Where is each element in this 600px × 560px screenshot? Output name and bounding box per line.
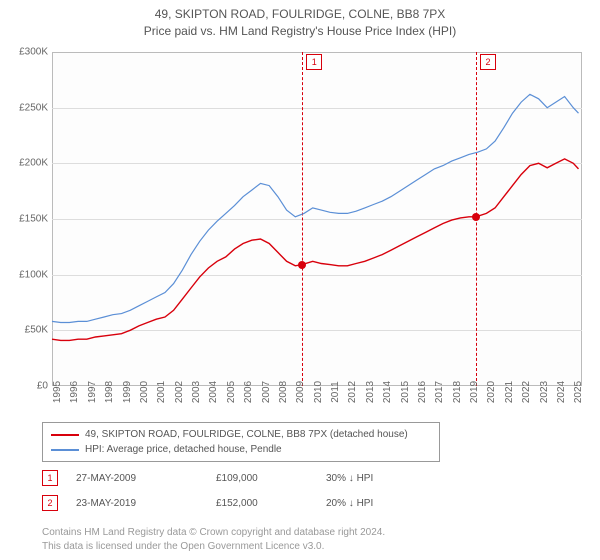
xtick-label: 1998 [104,381,115,403]
xtick-label: 1996 [69,381,80,403]
xtick-label: 1995 [52,381,63,403]
ytick-label: £100K [0,269,48,280]
sale-delta-2: 20% ↓ HPI [326,498,373,509]
series-property [52,159,579,341]
xtick-label: 2022 [521,381,532,403]
xtick-label: 2015 [400,381,411,403]
ytick-label: £50K [0,325,48,336]
title-subtitle: Price paid vs. HM Land Registry's House … [0,23,600,40]
xtick-label: 2003 [191,381,202,403]
sale-marker-1: 1 [42,470,58,486]
sale-price-2: £152,000 [216,498,326,509]
legend-row-property: 49, SKIPTON ROAD, FOULRIDGE, COLNE, BB8 … [51,427,431,442]
xtick-label: 2020 [486,381,497,403]
xtick-label: 2025 [573,381,584,403]
xtick-label: 2002 [174,381,185,403]
sale-date-1: 27-MAY-2009 [76,473,216,484]
footer: Contains HM Land Registry data © Crown c… [42,526,385,553]
sale-marker-box-2: 2 [480,54,496,70]
sale-point-2 [472,213,480,221]
xtick-label: 2005 [226,381,237,403]
xtick-label: 2013 [365,381,376,403]
xtick-label: 2012 [347,381,358,403]
title-block: 49, SKIPTON ROAD, FOULRIDGE, COLNE, BB8 … [0,0,600,40]
ytick-label: £0 [0,381,48,392]
sale-row-2: 2 23-MAY-2019 £152,000 20% ↓ HPI [42,495,562,511]
sale-delta-1: 30% ↓ HPI [326,473,373,484]
footer-line-2: This data is licensed under the Open Gov… [42,540,385,554]
xtick-label: 2021 [504,381,515,403]
sale-price-1: £109,000 [216,473,326,484]
xtick-label: 2006 [243,381,254,403]
chart-container: 49, SKIPTON ROAD, FOULRIDGE, COLNE, BB8 … [0,0,600,560]
legend-swatch-property [51,434,79,436]
xtick-label: 2014 [382,381,393,403]
legend: 49, SKIPTON ROAD, FOULRIDGE, COLNE, BB8 … [42,422,440,462]
xtick-label: 2004 [208,381,219,403]
sale-point-1 [298,261,306,269]
xtick-label: 2018 [452,381,463,403]
xtick-label: 2016 [417,381,428,403]
xtick-label: 2000 [139,381,150,403]
xtick-label: 2009 [295,381,306,403]
sale-row-1: 1 27-MAY-2009 £109,000 30% ↓ HPI [42,470,562,486]
legend-swatch-hpi [51,449,79,451]
sale-date-2: 23-MAY-2019 [76,498,216,509]
xtick-label: 2008 [278,381,289,403]
legend-label-property: 49, SKIPTON ROAD, FOULRIDGE, COLNE, BB8 … [85,427,408,442]
ytick-label: £300K [0,47,48,58]
title-address: 49, SKIPTON ROAD, FOULRIDGE, COLNE, BB8 … [0,6,600,23]
xtick-label: 1997 [87,381,98,403]
xtick-label: 2011 [330,381,341,403]
sale-marker-box-1: 1 [306,54,322,70]
ytick-label: £250K [0,102,48,113]
xtick-label: 2017 [434,381,445,403]
line-layer [52,52,582,386]
plot-area: 12 £0£50K£100K£150K£200K£250K£300K 19951… [52,52,582,386]
xtick-label: 2023 [539,381,550,403]
sale-marker-2: 2 [42,495,58,511]
legend-row-hpi: HPI: Average price, detached house, Pend… [51,442,431,457]
xtick-label: 2007 [261,381,272,403]
xtick-label: 2024 [556,381,567,403]
ytick-label: £200K [0,158,48,169]
legend-label-hpi: HPI: Average price, detached house, Pend… [85,442,282,457]
series-hpi [52,94,579,322]
xtick-label: 2010 [313,381,324,403]
xtick-label: 2001 [156,381,167,403]
footer-line-1: Contains HM Land Registry data © Crown c… [42,526,385,540]
xtick-label: 1999 [122,381,133,403]
xtick-label: 2019 [469,381,480,403]
ytick-label: £150K [0,214,48,225]
